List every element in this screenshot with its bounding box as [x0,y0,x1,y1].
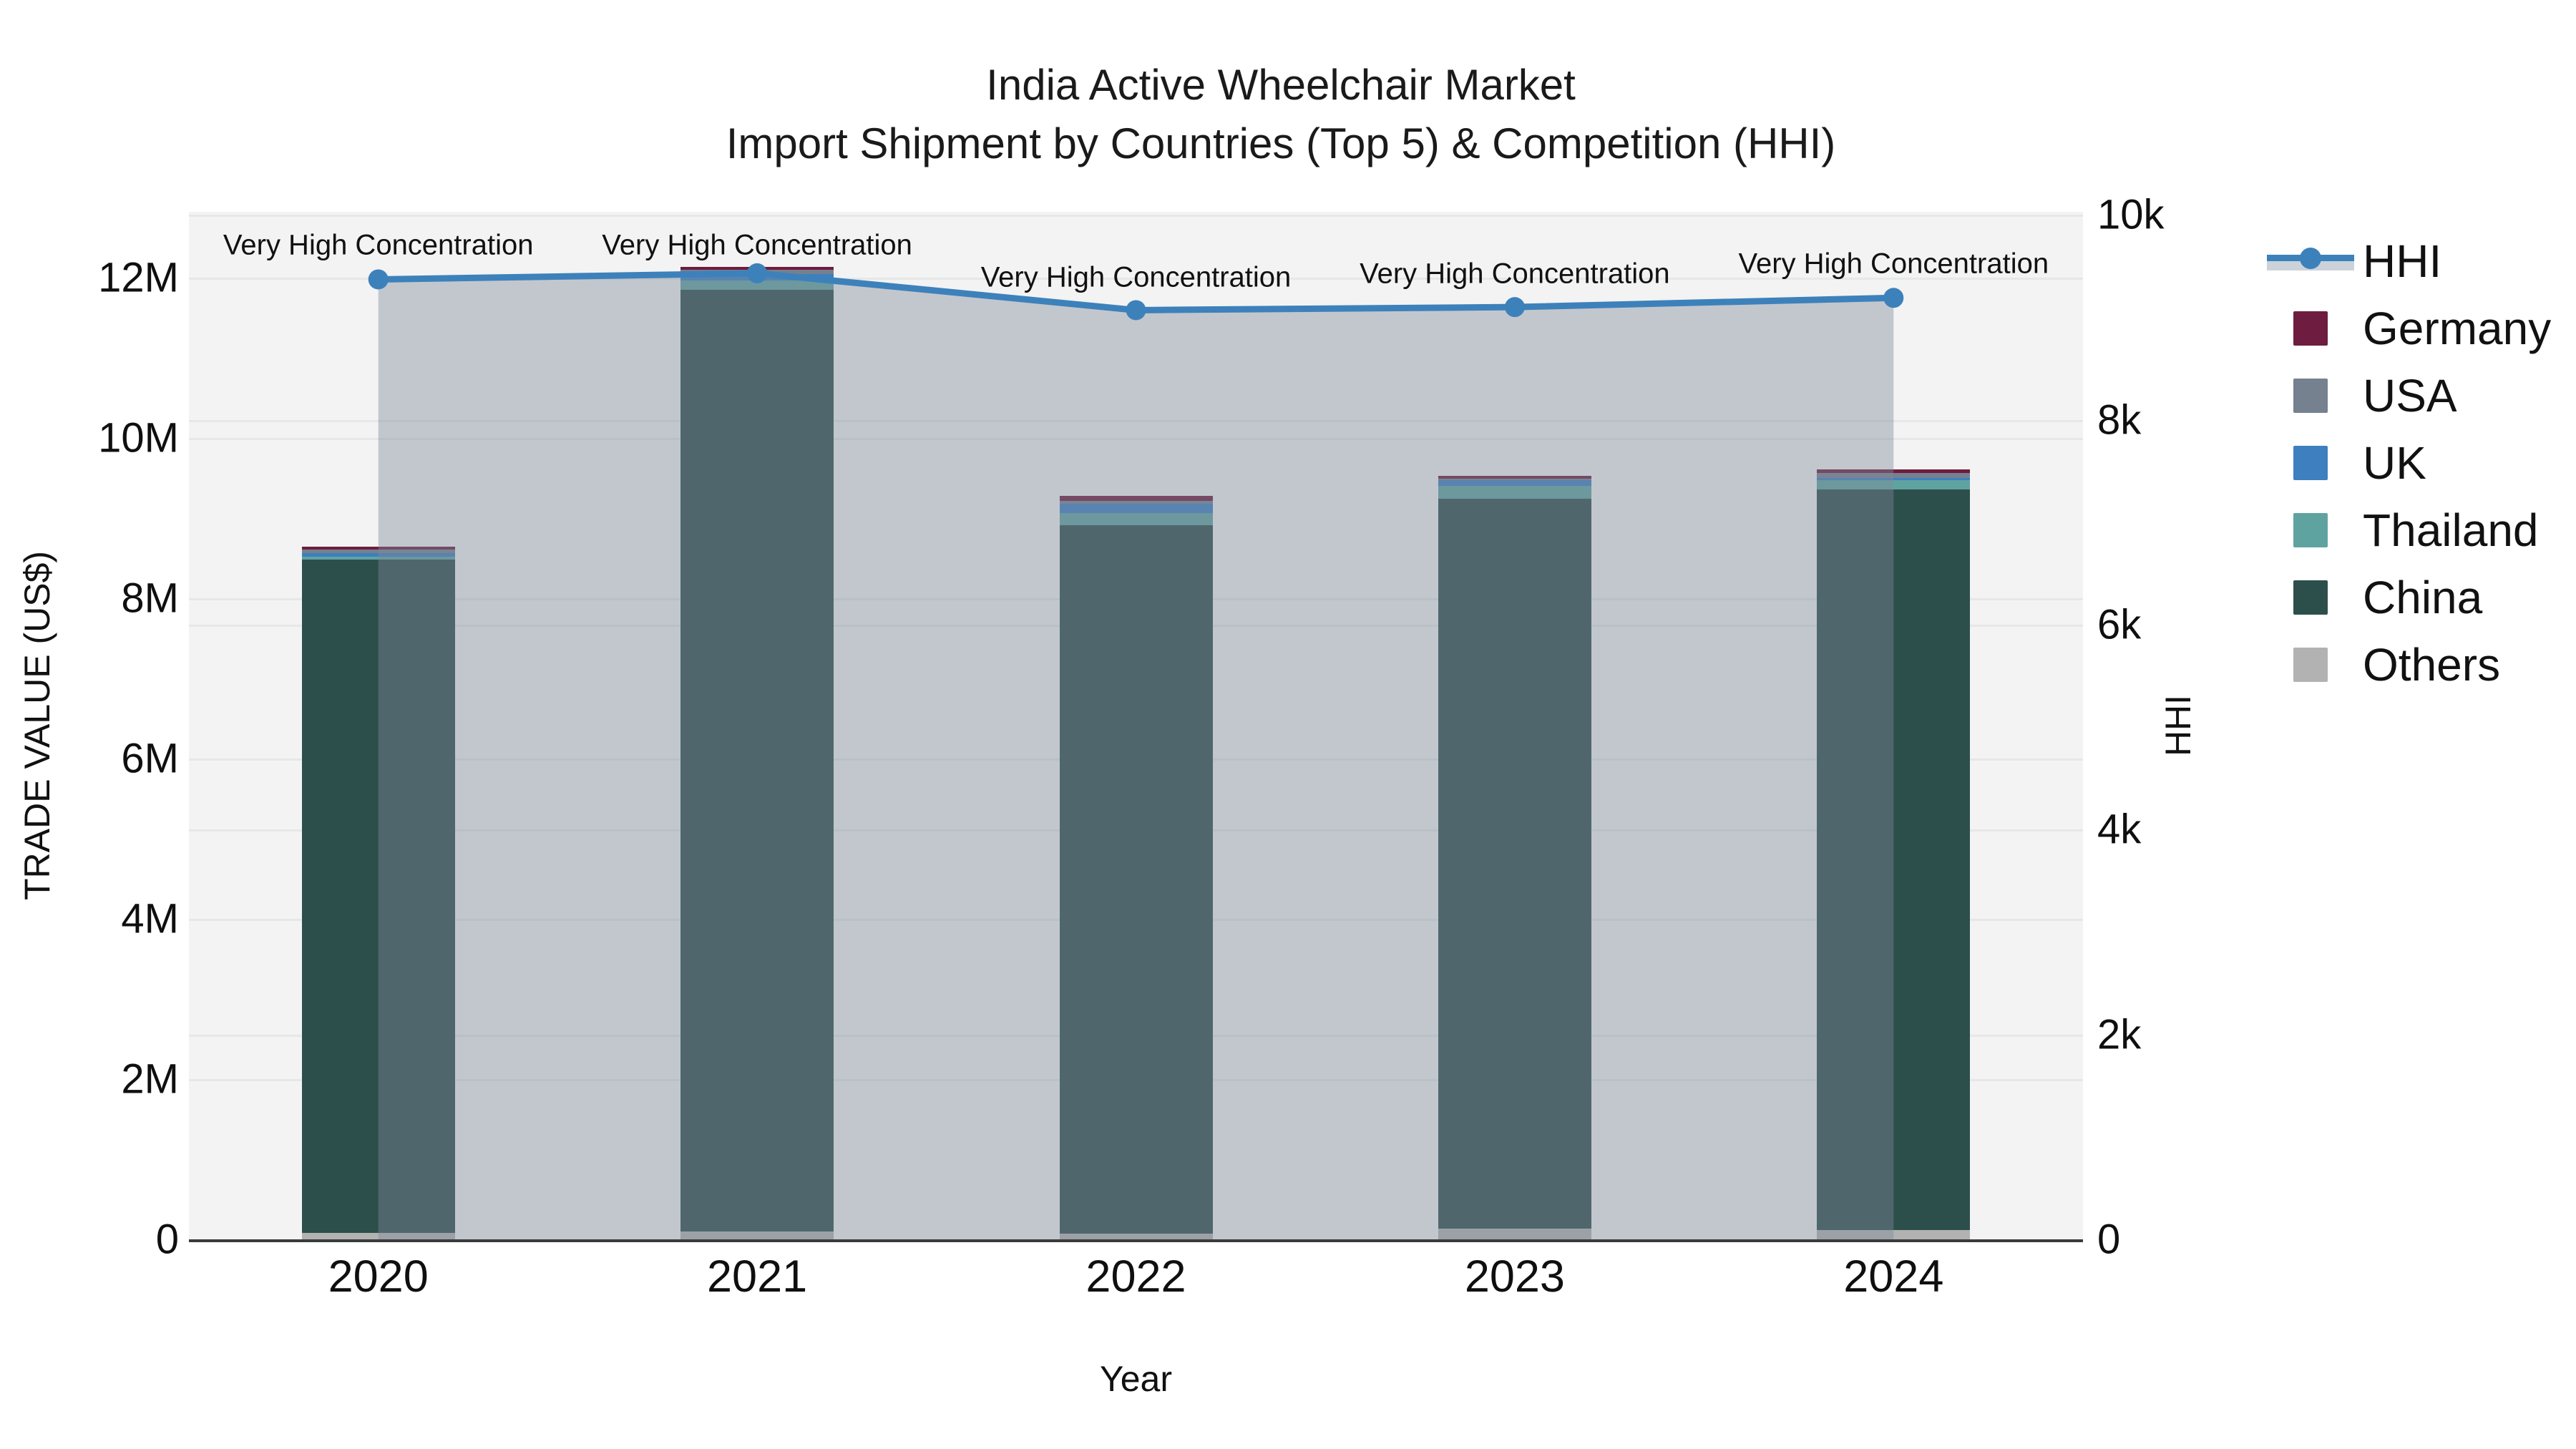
legend-item-germany[interactable]: Germany [2267,295,2551,362]
bar-segment-others-2024[interactable] [1817,1229,1971,1239]
y-right-tick-2k: 2k [2097,1011,2142,1058]
legend-item-uk[interactable]: UK [2267,429,2551,497]
y-right-tick-6k: 6k [2097,601,2142,648]
bar-segment-usa-2020[interactable] [301,549,455,553]
chart-title: India Active Wheelchair Market Import Sh… [0,56,2562,173]
bar-segment-thailand-2022[interactable] [1059,513,1213,525]
y-right-tick-10k: 10k [2097,191,2165,238]
y-left-tick-2M: 2M [121,1055,179,1103]
x-tick-2023: 2023 [1464,1252,1565,1302]
uk-swatch [2293,446,2328,480]
annotation-2024: Very High Concentration [1738,248,2049,280]
uk-swatch-icon [2267,446,2354,480]
bar-segment-germany-2023[interactable] [1438,475,1591,479]
germany-swatch-icon [2267,311,2354,346]
legend-label-uk: UK [2363,437,2426,489]
legend-label-others: Others [2363,639,2501,691]
usa-swatch [2293,379,2328,413]
legend-item-china[interactable]: China [2267,564,2551,631]
x-tick-2020: 2020 [328,1252,429,1302]
legend-label-china: China [2363,572,2483,623]
annotation-2022: Very High Concentration [980,261,1292,293]
hhi-marker-2024[interactable] [1883,288,1904,308]
right-axis-title: HHI [2158,694,2198,757]
bar-segment-germany-2024[interactable] [1817,469,1971,474]
hhi-marker-2023[interactable] [1504,297,1525,318]
hhi-marker-2020[interactable] [368,269,389,290]
y-left-tick-12M: 12M [98,254,179,301]
hhi-marker-2021[interactable] [747,263,768,283]
bar-segment-germany-2022[interactable] [1059,495,1213,502]
hhi-marker-2022[interactable] [1126,300,1146,321]
legend-item-usa[interactable]: USA [2267,362,2551,429]
legend-label-germany: Germany [2363,303,2552,354]
y-left-tick-10M: 10M [98,414,179,462]
germany-swatch [2293,311,2328,346]
x-axis-line [189,1239,2083,1242]
legend-label-thailand: Thailand [2363,504,2539,556]
annotation-2021: Very High Concentration [602,229,912,261]
legend-label-hhi: HHI [2363,235,2442,287]
legend: HHI Germany USA UK Thailand China Others [2267,228,2551,698]
annotation-2020: Very High Concentration [223,229,534,261]
hhi-marker-swatch [2300,248,2321,269]
legend-item-hhi[interactable]: HHI [2267,228,2551,295]
x-tick-2022: 2022 [1085,1252,1186,1302]
annotation-2023: Very High Concentration [1360,258,1670,290]
bar-segment-others-2023[interactable] [1438,1229,1591,1239]
others-swatch [2293,648,2328,682]
bar-segment-thailand-2020[interactable] [301,556,455,560]
bar-segment-usa-2023[interactable] [1438,479,1591,481]
bar-segment-germany-2020[interactable] [301,547,455,550]
gridline-right-10k [189,215,2083,218]
y-right-tick-8k: 8k [2097,396,2142,444]
x-axis-title: Year [1099,1359,1173,1399]
bar-segment-china-2022[interactable] [1059,525,1213,1234]
legend-label-usa: USA [2363,370,2457,421]
legend-item-thailand[interactable]: Thailand [2267,497,2551,564]
gridline-left-10M [189,437,2083,440]
left-axis-title: TRADE VALUE (US$) [17,550,57,901]
bar-segment-china-2021[interactable] [680,289,834,1231]
others-swatch-icon [2267,648,2354,682]
bar-segment-thailand-2023[interactable] [1438,486,1591,499]
hhi-line-swatch-icon [2267,248,2354,270]
usa-swatch-icon [2267,379,2354,413]
china-swatch [2293,580,2328,615]
y-left-tick-0: 0 [155,1216,179,1263]
y-right-tick-0: 0 [2097,1216,2121,1263]
y-left-tick-6M: 6M [121,735,179,782]
thailand-swatch-icon [2267,513,2354,547]
bar-segment-china-2024[interactable] [1817,489,1971,1230]
bar-segment-china-2023[interactable] [1438,499,1591,1229]
chart-title-line2: Import Shipment by Countries (Top 5) & C… [726,119,1836,167]
bar-segment-uk-2023[interactable] [1438,480,1591,487]
bar-segment-usa-2024[interactable] [1817,473,1971,478]
x-tick-2021: 2021 [707,1252,808,1302]
y-left-tick-8M: 8M [121,575,179,622]
gridline-right-8k [189,419,2083,422]
y-left-tick-4M: 4M [121,895,179,942]
china-swatch-icon [2267,580,2354,615]
chart-title-line1: India Active Wheelchair Market [986,61,1576,109]
legend-item-others[interactable]: Others [2267,631,2551,698]
x-tick-2024: 2024 [1843,1252,1944,1302]
bar-segment-china-2020[interactable] [301,560,455,1234]
bar-segment-others-2021[interactable] [680,1231,834,1239]
bar-segment-others-2020[interactable] [301,1233,455,1239]
thailand-swatch [2293,513,2328,547]
bar-segment-thailand-2024[interactable] [1817,480,1971,489]
y-right-tick-4k: 4k [2097,806,2142,853]
bar-segment-uk-2024[interactable] [1817,477,1971,481]
bar-segment-usa-2022[interactable] [1059,501,1213,504]
bar-segment-uk-2022[interactable] [1059,503,1213,514]
bar-segment-others-2022[interactable] [1059,1234,1213,1239]
bar-segment-uk-2020[interactable] [301,552,455,557]
